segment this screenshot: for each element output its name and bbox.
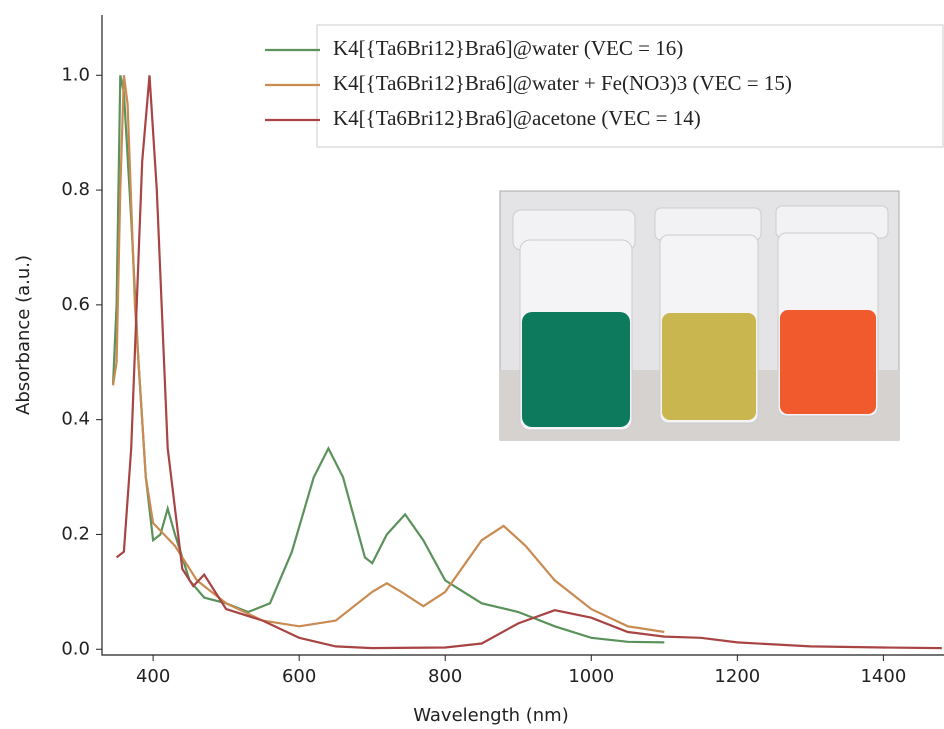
x-tick-label: 600 bbox=[282, 666, 316, 687]
x-tick-label: 1000 bbox=[568, 666, 614, 687]
y-tick-label: 0.4 bbox=[61, 409, 90, 430]
y-tick-label: 0.6 bbox=[61, 294, 90, 315]
axis-frame bbox=[101, 15, 944, 656]
legend: K4[{Ta6Bri12}Bra6]@water (VEC = 16) K4[{T… bbox=[265, 24, 944, 148]
series-line bbox=[111, 75, 665, 634]
x-axis-label: Wavelength (nm) bbox=[413, 705, 569, 726]
y-axis-label: Absorbance (a.u.) bbox=[13, 255, 34, 415]
y-tick-label: 1.0 bbox=[61, 64, 90, 85]
x-tick-label: 1400 bbox=[860, 666, 906, 687]
inset-photo bbox=[499, 190, 900, 441]
x-tick-label: 400 bbox=[136, 666, 170, 687]
y-tick-label: 0.8 bbox=[61, 179, 90, 200]
legend-label: K4[{Ta6Bri12}Bra6]@water + Fe(NO3)3 (VEC… bbox=[333, 71, 792, 95]
series-line bbox=[115, 75, 942, 650]
y-tick-label: 0.0 bbox=[61, 638, 90, 659]
plot-area: 400 600 800 1000 1200 1400 0.0 0.2 0.4 0.6 0.8 1.0 W… bbox=[13, 15, 944, 726]
y-tick-label: 0.2 bbox=[61, 523, 90, 544]
x-tick-label: 1200 bbox=[714, 666, 760, 687]
legend-label: K4[{Ta6Bri12}Bra6]@acetone (VEC = 14) bbox=[333, 106, 701, 130]
legend-label: K4[{Ta6Bri12}Bra6]@water (VEC = 16) bbox=[333, 36, 683, 60]
x-tick-label: 800 bbox=[428, 666, 462, 687]
